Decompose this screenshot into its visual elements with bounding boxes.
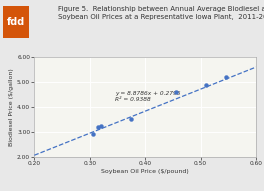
Point	[99, 124, 103, 127]
Text: fdd: fdd	[7, 17, 25, 27]
Point	[90, 133, 95, 136]
X-axis label: Soybean Oil Price ($/pound): Soybean Oil Price ($/pound)	[101, 169, 189, 174]
Text: y = 8.8786x + 0.2795
R² = 0.9388: y = 8.8786x + 0.2795 R² = 0.9388	[115, 91, 180, 102]
Y-axis label: Biodiesel Price ($/gallon): Biodiesel Price ($/gallon)	[9, 68, 14, 146]
Point	[174, 91, 178, 94]
Text: Figure 5.  Relationship between Annual Average Biodiesel and
Soybean Oil Prices : Figure 5. Relationship between Annual Av…	[58, 6, 264, 20]
Point	[224, 76, 228, 79]
Point	[96, 125, 100, 128]
Point	[204, 83, 208, 86]
Point	[129, 118, 133, 121]
